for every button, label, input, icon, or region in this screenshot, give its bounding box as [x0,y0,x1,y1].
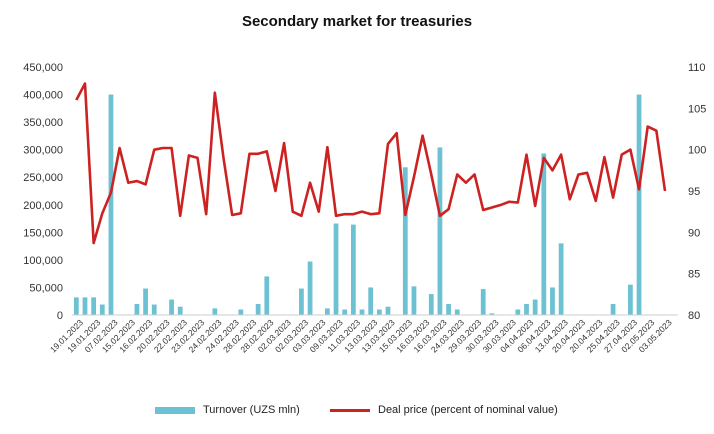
turnover-bar [177,306,183,315]
turnover-bar [255,303,261,315]
turnover-bar [376,309,382,315]
turnover-bar [108,94,114,315]
y-left-tick-label: 450,000 [23,62,63,74]
turnover-bar [299,288,304,315]
turnover-bar [515,309,521,315]
turnover-bar [446,303,451,315]
turnover-bar [134,303,140,315]
turnover-bar [350,224,356,315]
turnover-bar [550,287,555,315]
legend-item-turnover: Turnover (UZS mln) [155,404,300,416]
legend-item-deal-price: Deal price (percent of nominal value) [330,404,558,416]
y-left-tick-label: 300,000 [23,145,63,157]
turnover-bar [307,261,313,315]
turnover-bar [411,286,417,315]
turnover-bar [169,299,174,315]
turnover-bar [99,304,105,315]
y-right-tick-label: 80 [688,310,700,322]
chart-title: Secondary market for treasuries [241,13,473,30]
y-left-tick-label: 350,000 [23,117,63,129]
turnover-bar [628,284,633,315]
turnover-bar [541,153,547,315]
deal-price-line [75,82,667,245]
y-left-tick-label: 150,000 [23,227,63,239]
legend-label-deal-price: Deal price (percent of nominal value) [378,404,558,416]
y-left-tick-label: 200,000 [23,200,63,212]
turnover-bar [238,309,244,315]
bars-series [73,94,677,315]
turnover-bar [428,294,434,315]
y-right-tick-label: 100 [688,145,706,157]
turnover-bar [342,309,348,315]
y-right-tick-label: 95 [688,186,700,198]
turnover-bar [212,308,218,315]
turnover-bar [368,287,374,315]
y-right-tick-label: 105 [688,103,706,115]
y-left-tick-label: 100,000 [23,255,63,267]
line-series [75,82,667,245]
turnover-bar [385,306,391,315]
turnover-bar [143,288,148,315]
y-left-tick-label: 50,000 [29,282,63,294]
turnover-bar [524,303,529,315]
turnover-bar [333,223,339,315]
turnover-bar [325,308,330,315]
legend-label-turnover: Turnover (UZS mln) [203,404,300,416]
turnover-bar [73,297,79,315]
y-axis-right: 80 85 90 95 100 105 110 [688,62,706,322]
turnover-bar [82,297,88,315]
turnover-bar [610,303,616,315]
y-right-tick-label: 90 [688,227,700,239]
legend-swatch-turnover [155,406,195,414]
turnover-bar [480,289,486,315]
turnover-bar [558,243,564,315]
turnover-bar [402,167,408,315]
legend-swatch-deal-price [330,408,370,412]
turnover-bar [91,297,97,315]
turnover-bar [489,313,495,315]
turnover-bar [532,299,538,315]
legend: Turnover (UZS mln) Deal price (percent o… [0,404,714,424]
turnover-bar [359,309,365,315]
y-left-tick-label: 250,000 [23,172,63,184]
turnover-bar [437,147,443,315]
y-left-tick-label: 0 [57,310,63,322]
y-axis-left: 0 50,000 100,000 150,000 200,000 250,000 300,0… [23,62,63,322]
chart-canvas: 0 50,000 100,000 150,000 200,000 250,000 300,0… [23,62,706,354]
y-left-tick-label: 400,000 [23,90,63,102]
turnover-bar [636,94,642,315]
x-axis: 19.01.202319.01.202307.02.202315.02.2023… [48,314,678,354]
y-right-tick-label: 110 [688,62,706,74]
turnover-bar [264,276,270,315]
turnover-bar [454,309,460,315]
turnover-bar [151,304,157,315]
y-right-tick-label: 85 [688,269,700,281]
